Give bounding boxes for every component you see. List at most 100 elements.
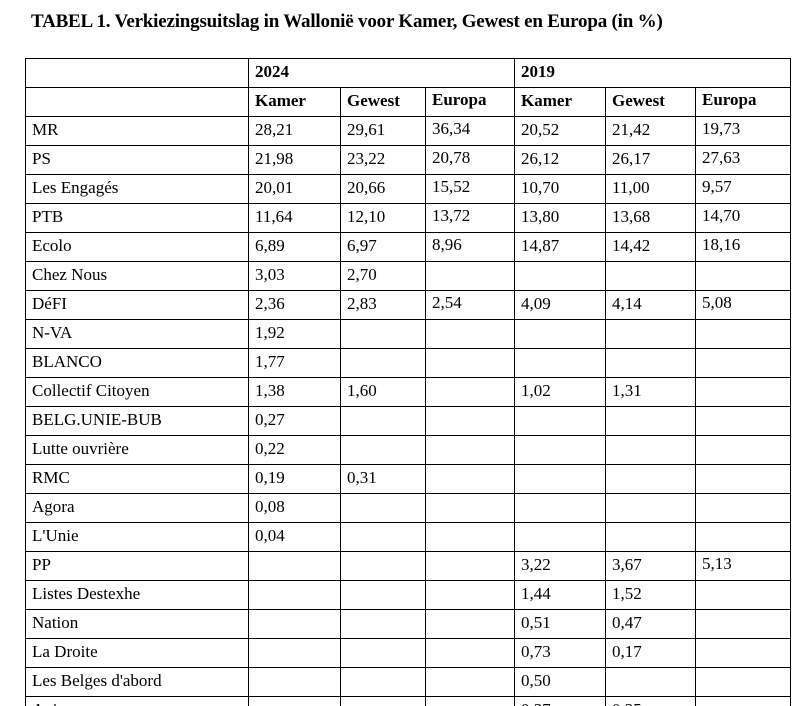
value-cell <box>424 551 516 581</box>
value-cell <box>340 580 426 610</box>
sub-header-row: Kamer Gewest Europa Kamer Gewest Europa <box>25 87 792 117</box>
value-cell <box>695 522 792 552</box>
value-cell: 13,68 <box>605 203 697 233</box>
value-cell <box>695 696 792 706</box>
value-cell: 8,96 <box>424 232 516 262</box>
value-cell: 1,02 <box>514 377 607 407</box>
value-cell: 20,52 <box>514 116 607 146</box>
value-cell: 1,44 <box>514 580 607 610</box>
value-cell <box>340 493 426 523</box>
party-cell: PTB <box>25 203 249 233</box>
table-title: TABEL 1. Verkiezingsuitslag in Wallonië … <box>31 11 663 32</box>
col-header-gewest-2024: Gewest <box>340 87 426 117</box>
table-row: PS 21,98 23,22 20,78 26,12 26,17 27,63 <box>25 145 792 175</box>
table-row: Les Belges d'abord 0,50 <box>25 667 792 697</box>
value-cell: 9,57 <box>695 174 792 204</box>
value-cell <box>424 667 516 697</box>
value-cell <box>424 493 516 523</box>
table-row: Collectif Citoyen 1,38 1,60 1,02 1,31 <box>25 377 792 407</box>
party-cell: Agora <box>25 493 249 523</box>
value-cell: 3,67 <box>605 551 697 581</box>
value-cell: 2,54 <box>424 290 516 320</box>
value-cell: 10,70 <box>514 174 607 204</box>
table-row: PP 3,22 3,67 5,13 <box>25 551 792 581</box>
value-cell <box>605 348 697 378</box>
value-cell <box>340 667 426 697</box>
value-cell <box>605 435 697 465</box>
value-cell <box>695 319 792 349</box>
value-cell <box>695 377 792 407</box>
value-cell <box>605 261 697 291</box>
value-cell <box>695 580 792 610</box>
value-cell <box>248 696 341 706</box>
col-header-kamer-2024: Kamer <box>248 87 341 117</box>
party-cell: RMC <box>25 464 249 494</box>
table-row: La Droite 0,73 0,17 <box>25 638 792 668</box>
value-cell <box>424 696 516 706</box>
value-cell <box>695 261 792 291</box>
value-cell: 15,52 <box>424 174 516 204</box>
party-cell: MR <box>25 116 249 146</box>
value-cell <box>514 493 607 523</box>
value-cell <box>248 580 341 610</box>
table-header: 2024 2019 Kamer Gewest Europa Kamer Gewe… <box>25 58 792 117</box>
value-cell: 14,42 <box>605 232 697 262</box>
table-body: MR 28,21 29,61 36,34 20,52 21,42 19,73 PS 21,98 2… <box>25 116 792 706</box>
value-cell <box>695 406 792 436</box>
value-cell <box>340 319 426 349</box>
party-cell: Agir <box>25 696 249 706</box>
table-row: Nation 0,51 0,47 <box>25 609 792 639</box>
party-cell: Lutte ouvrière <box>25 435 249 465</box>
party-cell: Nation <box>25 609 249 639</box>
value-cell: 11,00 <box>605 174 697 204</box>
value-cell: 36,34 <box>424 116 516 146</box>
table-row: PTB 11,64 12,10 13,72 13,80 13,68 14,70 <box>25 203 792 233</box>
value-cell: 0,17 <box>605 638 697 668</box>
value-cell <box>424 435 516 465</box>
value-cell: 0,37 <box>514 696 607 706</box>
value-cell: 6,97 <box>340 232 426 262</box>
value-cell <box>248 551 341 581</box>
value-cell <box>514 435 607 465</box>
value-cell: 0,50 <box>514 667 607 697</box>
year-header-row: 2024 2019 <box>25 58 792 88</box>
table-row: Agora 0,08 <box>25 493 792 523</box>
table-row: DéFI 2,36 2,83 2,54 4,09 4,14 5,08 <box>25 290 792 320</box>
party-cell: Ecolo <box>25 232 249 262</box>
value-cell <box>340 551 426 581</box>
value-cell <box>340 435 426 465</box>
value-cell: 0,27 <box>248 406 341 436</box>
value-cell: 23,22 <box>340 145 426 175</box>
value-cell: 0,31 <box>340 464 426 494</box>
value-cell <box>424 609 516 639</box>
value-cell <box>424 522 516 552</box>
party-cell: N-VA <box>25 319 249 349</box>
value-cell <box>605 464 697 494</box>
value-cell: 1,60 <box>340 377 426 407</box>
value-cell: 3,03 <box>248 261 341 291</box>
party-cell: PS <box>25 145 249 175</box>
value-cell: 21,42 <box>605 116 697 146</box>
value-cell <box>424 261 516 291</box>
value-cell: 2,36 <box>248 290 341 320</box>
value-cell <box>340 522 426 552</box>
value-cell <box>340 696 426 706</box>
value-cell: 0,04 <box>248 522 341 552</box>
party-cell: Collectif Citoyen <box>25 377 249 407</box>
value-cell <box>424 406 516 436</box>
value-cell: 20,78 <box>424 145 516 175</box>
value-cell: 12,10 <box>340 203 426 233</box>
value-cell: 0,35 <box>605 696 697 706</box>
value-cell <box>340 638 426 668</box>
value-cell <box>605 406 697 436</box>
party-cell: Les Belges d'abord <box>25 667 249 697</box>
value-cell <box>424 580 516 610</box>
value-cell: 29,61 <box>340 116 426 146</box>
value-cell: 27,63 <box>695 145 792 175</box>
value-cell: 6,89 <box>248 232 341 262</box>
value-cell: 11,64 <box>248 203 341 233</box>
party-cell: DéFI <box>25 290 249 320</box>
table-row: Chez Nous 3,03 2,70 <box>25 261 792 291</box>
value-cell <box>424 638 516 668</box>
